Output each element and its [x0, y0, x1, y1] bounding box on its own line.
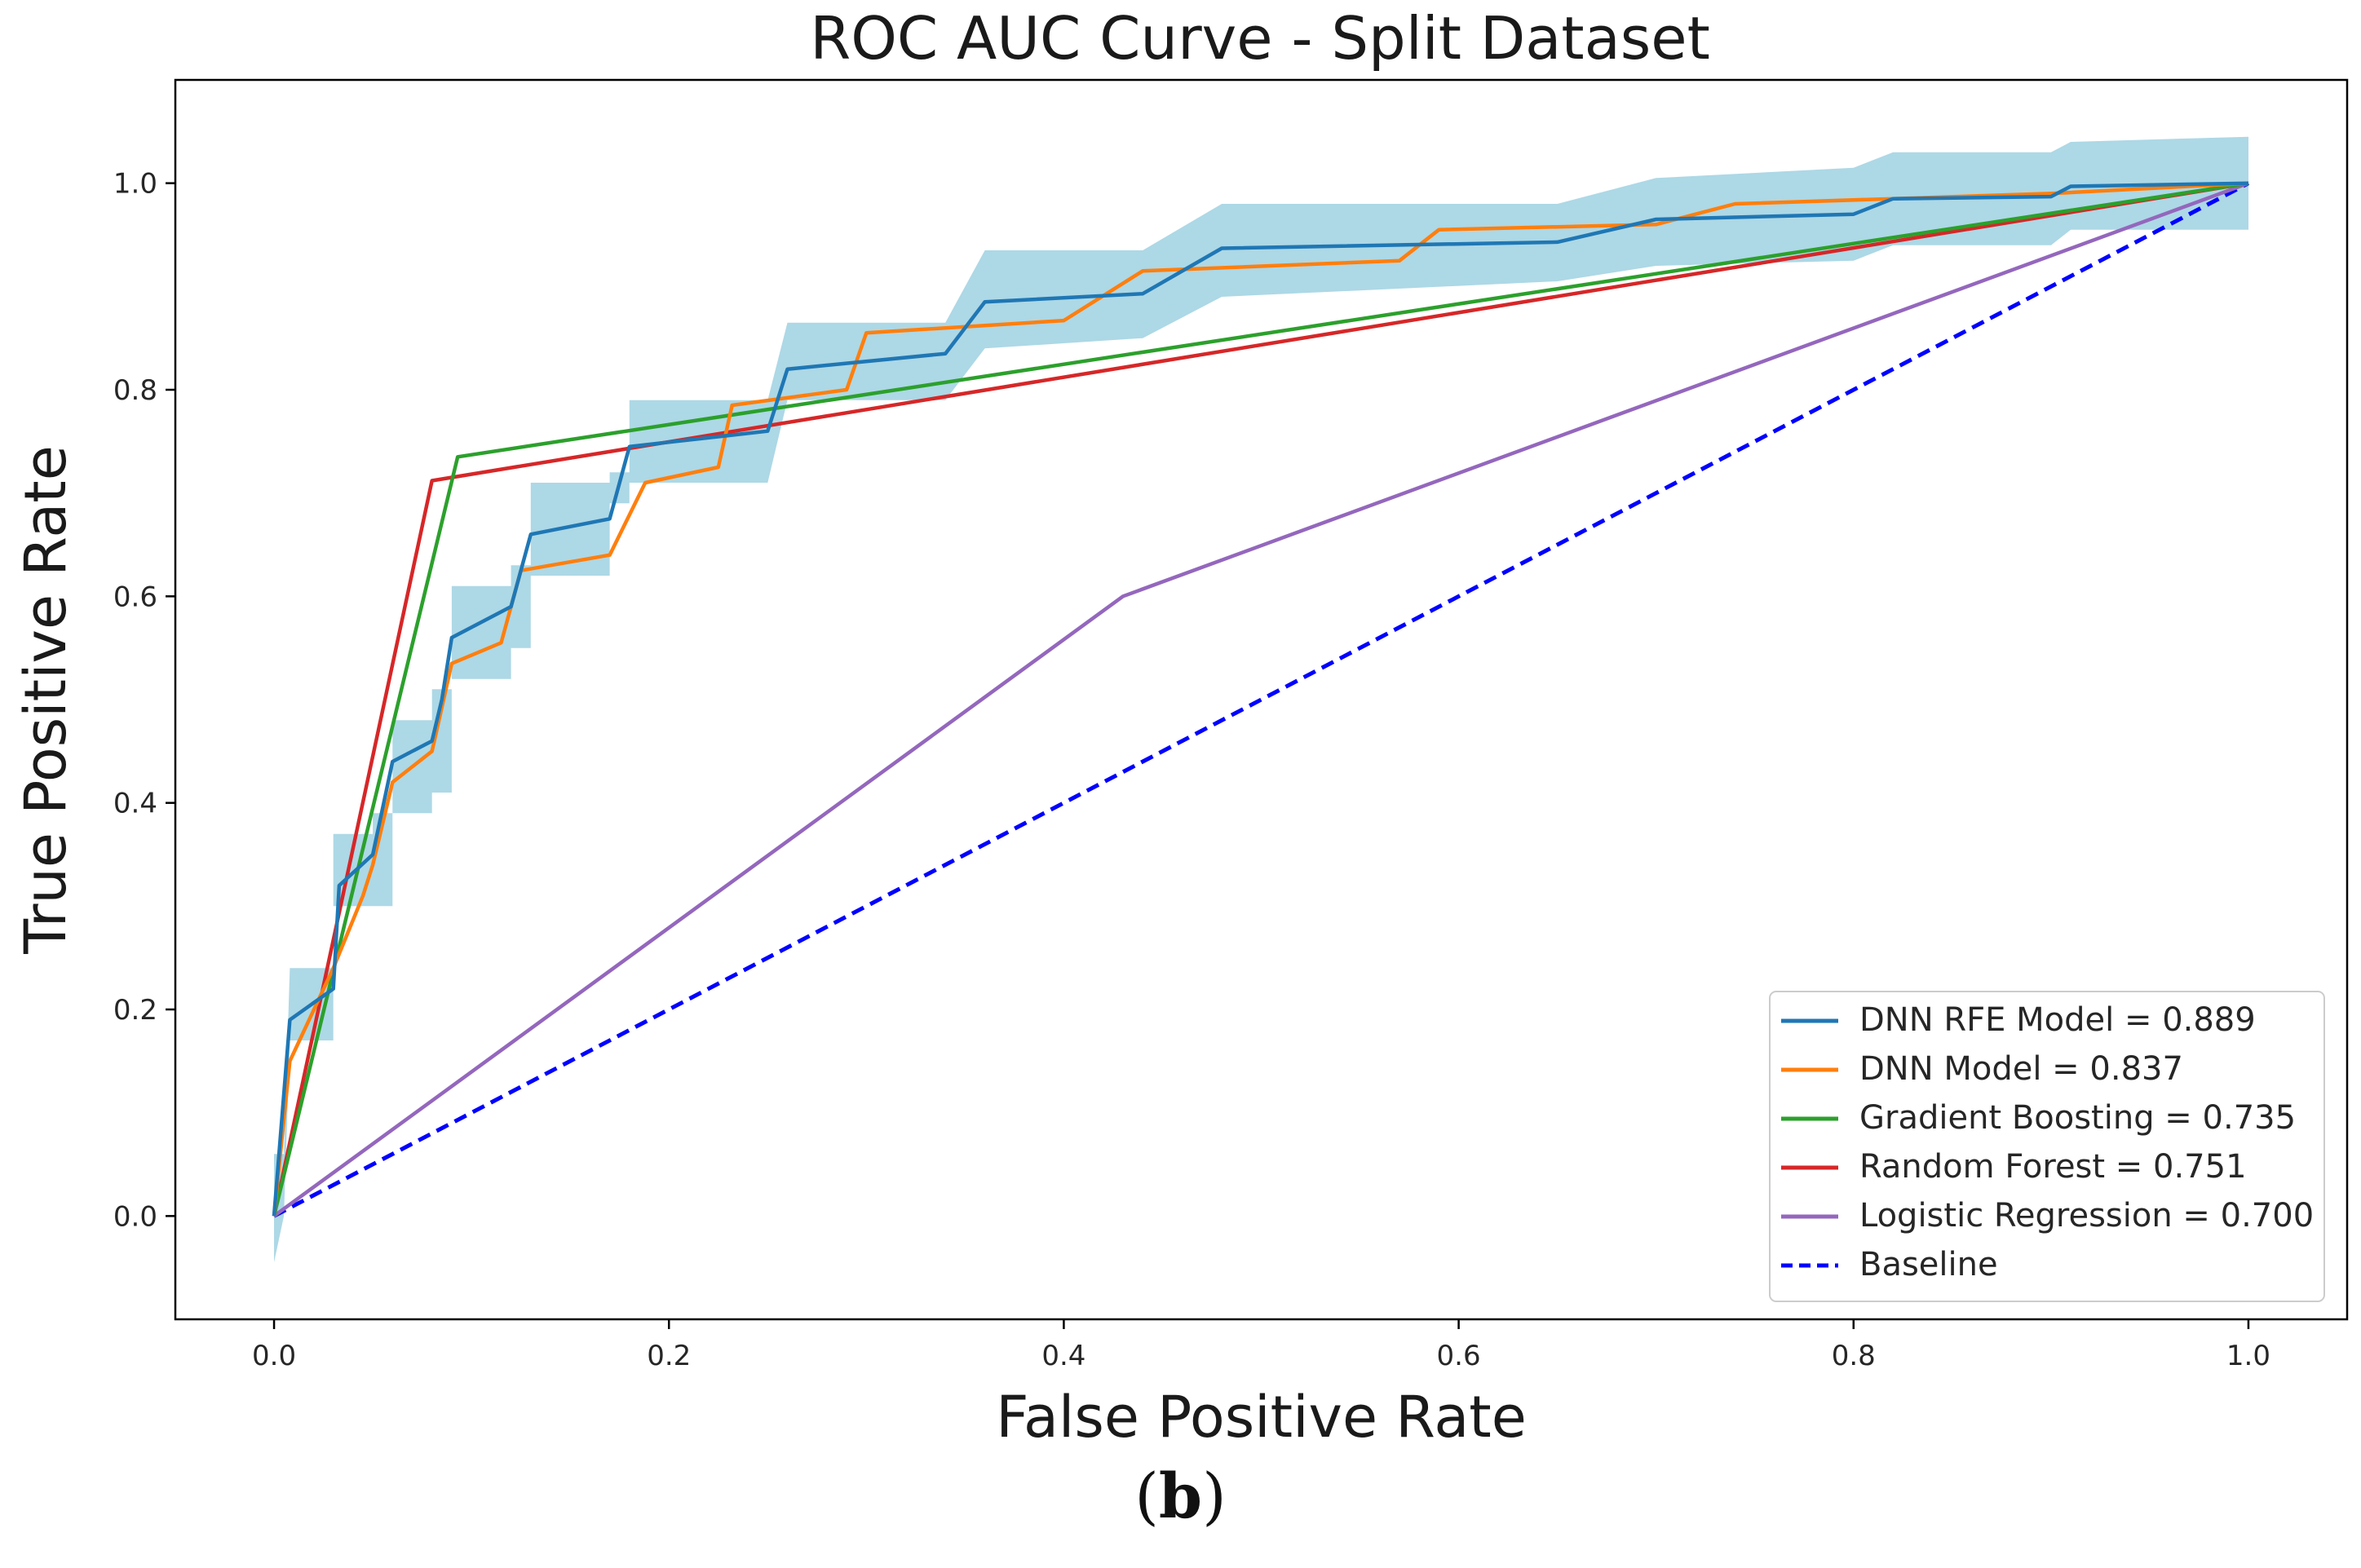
- caption-close-paren: ): [1202, 1460, 1227, 1532]
- y-tick-label: 0.4: [113, 788, 157, 820]
- x-axis-label: False Positive Rate: [996, 1384, 1527, 1451]
- series-line-3: [272, 181, 2249, 1217]
- caption-open-paren: (: [1134, 1460, 1159, 1532]
- series-line-1: [272, 181, 2249, 1217]
- y-tick-label: 0.0: [113, 1200, 157, 1233]
- legend-label: DNN Model = 0.837: [1859, 1050, 2183, 1088]
- x-tick-label: 0.0: [252, 1340, 296, 1372]
- y-tick-label: 0.8: [113, 374, 157, 407]
- y-axis-label: True Positive Rate: [12, 445, 79, 955]
- series-line-4: [272, 181, 2249, 1218]
- chart-title: ROC AUC Curve - Split Dataset: [810, 4, 1710, 73]
- series-line-5: [272, 181, 2250, 1218]
- y-tick-label: 0.6: [113, 581, 157, 613]
- plot-frame: [174, 78, 2349, 1321]
- x-tick-label: 0.6: [1437, 1340, 1481, 1372]
- legend-label: Gradient Boosting = 0.735: [1859, 1099, 2296, 1137]
- figure-caption: (b): [0, 1460, 2361, 1532]
- legend: DNN RFE Model = 0.889 DNN Model = 0.837 Gr…: [1769, 991, 2325, 1302]
- legend-box: [1769, 991, 2325, 1302]
- x-tick-label: 0.8: [1832, 1340, 1876, 1372]
- y-tick-label: 0.2: [113, 994, 157, 1027]
- x-tick-label: 1.0: [2226, 1340, 2270, 1372]
- y-axis: 0.0 0.2 0.4 0.6 0.8 1.0: [113, 168, 175, 1233]
- x-tick-label: 0.4: [1041, 1340, 1085, 1372]
- legend-label: Baseline: [1859, 1246, 1998, 1283]
- legend-label: Random Forest = 0.751: [1859, 1148, 2247, 1186]
- confidence-band: [274, 136, 2248, 1263]
- x-tick-label: 0.2: [647, 1340, 691, 1372]
- y-tick-label: 1.0: [113, 168, 157, 201]
- caption-letter: b: [1158, 1460, 1203, 1532]
- x-axis: 0.0 0.2 0.4 0.6 0.8 1.0: [252, 1319, 2270, 1372]
- series-line-0: [272, 181, 2249, 1217]
- legend-label: Logistic Regression = 0.700: [1859, 1197, 2314, 1235]
- plot-area: [272, 136, 2250, 1263]
- legend-label: DNN RFE Model = 0.889: [1859, 1001, 2256, 1039]
